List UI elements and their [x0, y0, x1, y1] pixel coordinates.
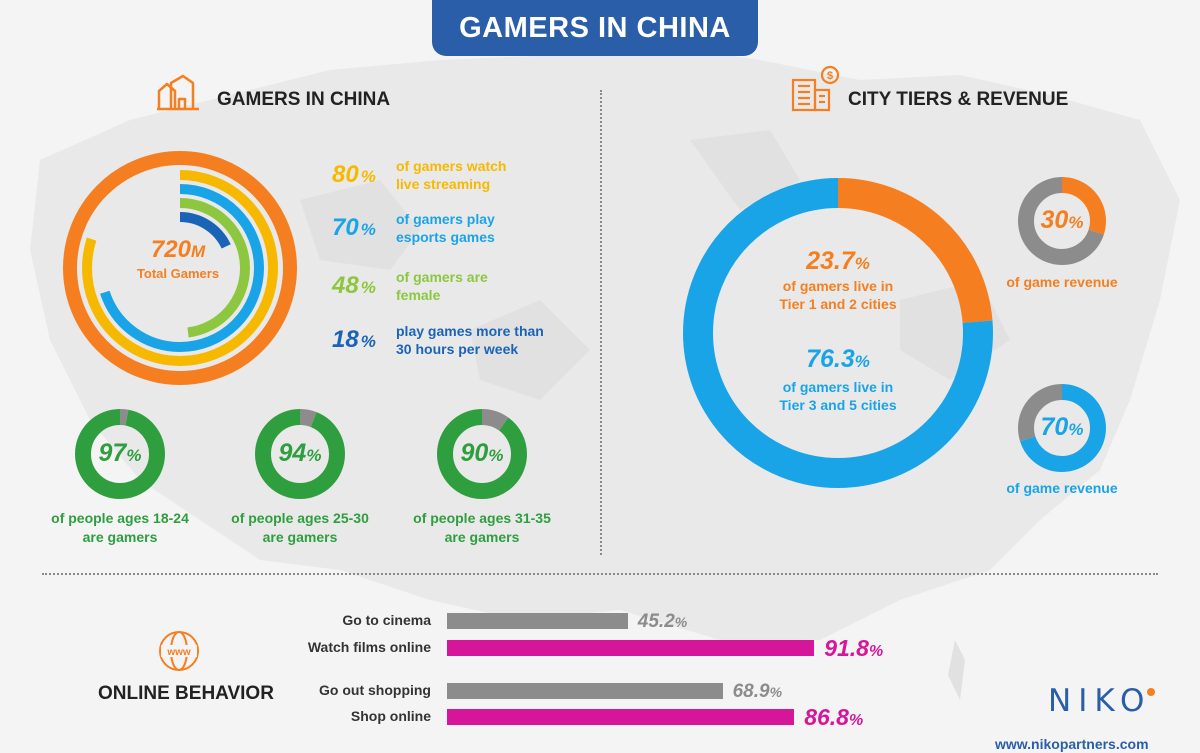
age-caption-line2: are gamers — [444, 529, 520, 545]
age-donut-share — [75, 409, 165, 499]
city-tiers-donut — [683, 178, 993, 488]
www-globe-icon: www — [159, 631, 199, 671]
revenue-remainder-slice — [1018, 177, 1106, 265]
ring-live-streaming — [82, 170, 278, 366]
stat-percent: 18% — [332, 326, 376, 353]
age-caption-line1: of people ages 31-35 — [413, 510, 551, 526]
tier12-percent: 23.7% — [806, 247, 870, 275]
stat-percent: 48% — [332, 272, 376, 299]
age-donut-18-24-value: 97% — [98, 439, 142, 467]
age-donut-18-24 — [75, 409, 165, 499]
buildings-outline-icon — [157, 74, 199, 111]
total-gamers-unit: M — [190, 242, 206, 261]
age-caption-line1: of people ages 25-30 — [231, 510, 369, 526]
age-caption-31-35: of people ages 31-35 are gamers — [392, 509, 572, 547]
stat-text-line2: 30 hours per week — [396, 341, 519, 357]
bar-value: 68.9% — [732, 681, 783, 702]
bar-go-to-cinema — [447, 613, 628, 629]
gamer-stats-list: 80% of gamers watch live streaming 70% o… — [332, 155, 592, 365]
bar-label: Shop online — [350, 708, 431, 724]
stat-percent: 80% — [332, 161, 376, 188]
gamers-section-title: GAMERS IN CHINA — [217, 89, 391, 110]
svg-text:www: www — [166, 647, 191, 658]
website-url: www.nikopartners.com — [995, 736, 1149, 752]
age-donut-share — [255, 409, 345, 499]
bar-value: 86.8% — [804, 704, 864, 730]
revenue-tier35-value: 70% — [1040, 413, 1084, 441]
age-donut-31-35 — [437, 409, 527, 499]
revenue-donut-tier35 — [1018, 384, 1106, 472]
age-caption-line2: are gamers — [82, 529, 158, 545]
bar-label: Go to cinema — [342, 612, 431, 628]
online-section-title: ONLINE BEHAVIOR — [98, 683, 274, 704]
age-donut-25-30 — [255, 409, 345, 499]
ring-total-gamers — [63, 151, 297, 385]
bar-go-out-shopping — [447, 683, 723, 699]
age-caption-line2: are gamers — [262, 529, 338, 545]
total-gamers-ring-chart — [63, 151, 297, 385]
ring-30-hours — [124, 212, 236, 324]
revenue-tier12-value: 30% — [1040, 206, 1084, 234]
revenue-tier35-label: of game revenue — [1006, 480, 1118, 496]
bar-label: Go out shopping — [319, 682, 431, 698]
bar-shop-online — [447, 709, 795, 725]
bar-watch-films-online — [447, 640, 815, 656]
svg-text:$: $ — [827, 70, 833, 82]
tier35-slice — [683, 178, 993, 488]
revenue-tier12-label: of game revenue — [1006, 274, 1118, 290]
tier35-text-line1: of gamers live in — [782, 379, 894, 395]
total-gamers-number: 720 — [150, 236, 191, 263]
age-donut-25-30-value: 94% — [278, 439, 322, 467]
stat-text-line1: of gamers play — [396, 211, 495, 227]
bar-value: 91.8% — [824, 635, 884, 661]
age-caption-line1: of people ages 18-24 — [51, 510, 189, 526]
stat-text-line1: play games more than — [396, 323, 544, 339]
age-donut-31-35-value: 90% — [460, 439, 504, 467]
niko-logo-dot — [1147, 688, 1155, 696]
stat-text-line2: female — [396, 287, 441, 303]
page-title: GAMERS IN CHINA — [459, 11, 731, 44]
stat-percent: 70% — [332, 214, 376, 241]
stat-text-line1: of gamers watch — [396, 158, 507, 174]
age-caption-25-30: of people ages 25-30 are gamers — [210, 509, 390, 547]
stat-text-line2: live streaming — [396, 176, 491, 192]
city-revenue-icon: $ — [791, 65, 840, 112]
city-section-title: CITY TIERS & REVENUE — [848, 89, 1069, 110]
header-banner: GAMERS IN CHINA — [432, 0, 758, 56]
bar-label: Watch films online — [307, 639, 431, 655]
revenue-remainder-slice — [1018, 384, 1106, 472]
revenue-donut-tier12 — [1018, 177, 1106, 265]
bar-value: 45.2% — [637, 611, 688, 632]
tier35-percent: 76.3% — [806, 345, 870, 373]
total-gamers-value: 720M — [115, 236, 241, 264]
tier12-text-line2: Tier 1 and 2 cities — [779, 296, 897, 312]
total-gamers-label: Total Gamers — [136, 266, 220, 281]
vertical-divider — [600, 90, 602, 555]
age-donut-share — [437, 409, 527, 499]
ring-female — [110, 198, 250, 338]
tier35-text-line2: Tier 3 and 5 cities — [779, 397, 897, 413]
stat-text-line1: of gamers are — [396, 269, 488, 285]
tier12-text-line1: of gamers live in — [782, 278, 894, 294]
ring-esports — [96, 184, 264, 352]
horizontal-divider — [42, 573, 1158, 575]
niko-logo: NIKO — [1048, 683, 1152, 719]
age-caption-18-24: of people ages 18-24 are gamers — [30, 509, 210, 547]
stat-text-line2: esports games — [396, 229, 495, 245]
